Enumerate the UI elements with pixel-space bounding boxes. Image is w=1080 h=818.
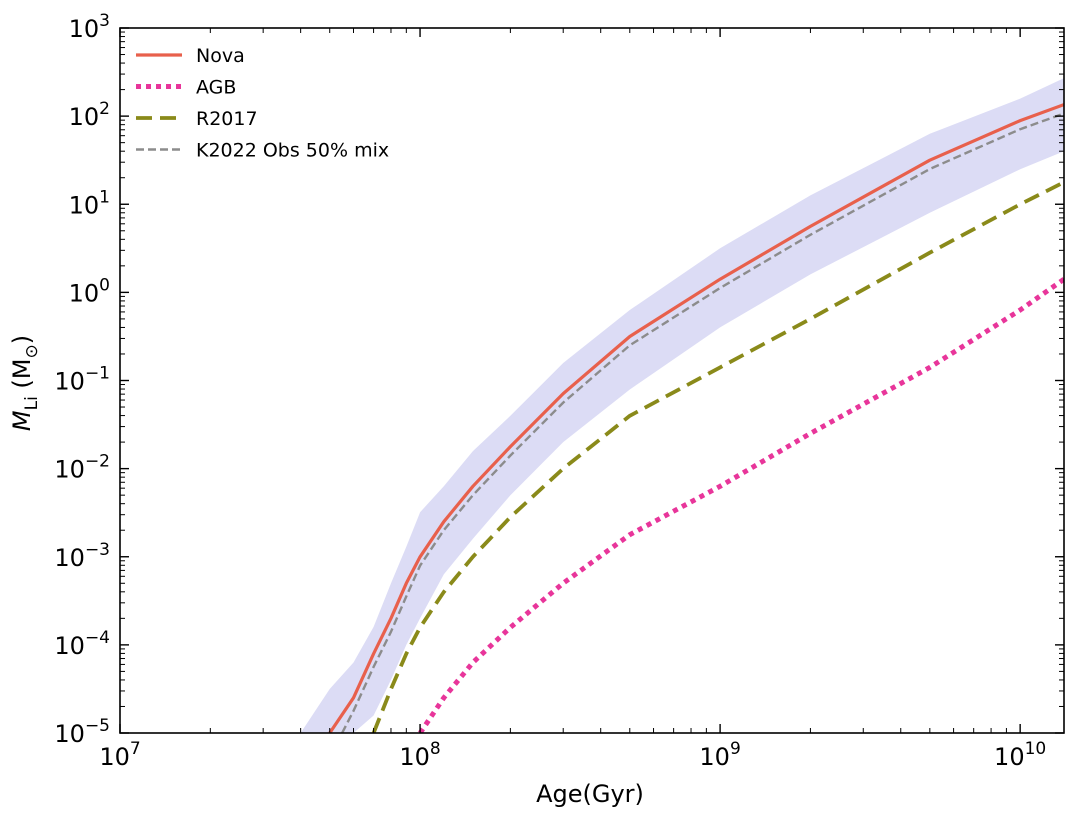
y-axis-label-unit-close: ) xyxy=(8,335,36,344)
series-k2022-obs-50-mix-line xyxy=(341,112,1064,733)
y-axis-label-unit-sub: ⊙ xyxy=(22,344,42,358)
series-r2017-line xyxy=(371,180,1064,733)
y-tick-label: 10−3 xyxy=(54,540,110,572)
x-axis-label: Age(Gyr) xyxy=(536,780,644,808)
legend-label: K2022 Obs 50% mix xyxy=(196,140,389,162)
series-agb-line xyxy=(418,277,1064,733)
nova-uncertainty-band-layer xyxy=(300,78,1064,733)
legend-label: AGB xyxy=(196,77,236,99)
y-axis-label-main: M xyxy=(8,410,36,431)
y-tick-label: 103 xyxy=(69,11,110,43)
x-tick-label: 109 xyxy=(699,739,740,771)
x-tick-label: 108 xyxy=(399,739,440,771)
x-tick-label: 1010 xyxy=(994,739,1046,771)
axis-ticks-layer: 107 108 109 1010 10−5 10−4 10−3 10−2 10−1 100 101 1… xyxy=(54,11,1064,771)
y-tick-label: 10−4 xyxy=(54,628,110,660)
y-axis-label: MLi (M⊙) xyxy=(8,335,42,431)
series-nova-line xyxy=(328,103,1064,733)
legend: Nova AGB R2017 K2022 Obs 50% mix xyxy=(136,45,389,162)
series-lines-layer xyxy=(328,103,1064,733)
legend-label: R2017 xyxy=(196,108,258,130)
y-axis-label-subscript: Li xyxy=(22,396,42,410)
nova-uncertainty-band xyxy=(300,78,1064,733)
y-tick-label: 10−2 xyxy=(54,452,110,484)
y-axis-label-unit-open: (M xyxy=(8,359,36,397)
y-tick-label: 10−5 xyxy=(54,716,110,748)
y-tick-label: 101 xyxy=(69,187,110,219)
x-tick-label: 107 xyxy=(99,739,140,771)
plot-frame xyxy=(119,27,1065,734)
y-tick-label: 102 xyxy=(69,99,110,131)
y-tick-label: 100 xyxy=(69,275,110,307)
legend-label: Nova xyxy=(196,45,245,67)
y-tick-label: 10−1 xyxy=(54,364,110,396)
